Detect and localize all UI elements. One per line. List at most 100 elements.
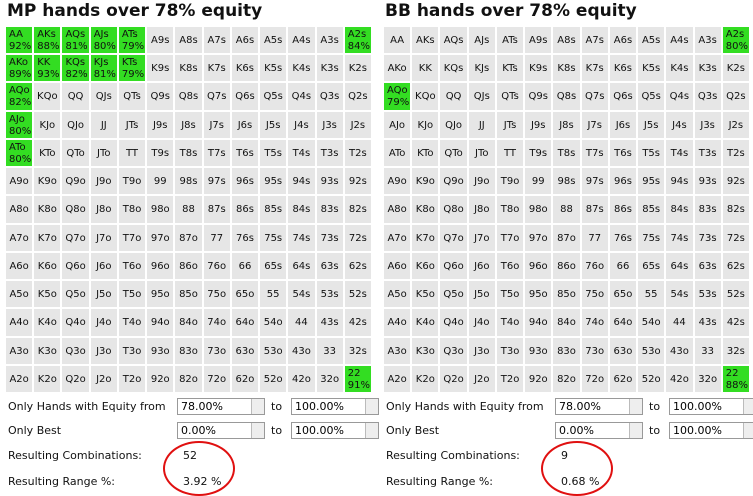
hand-cell[interactable]: A3s xyxy=(693,26,722,55)
hand-cell[interactable]: KK 93% xyxy=(33,54,62,83)
hand-cell[interactable]: 62s xyxy=(343,251,372,281)
hand-cell[interactable]: Q9o xyxy=(439,167,468,196)
hand-cell[interactable]: Q7o xyxy=(439,223,468,252)
hand-cell[interactable]: A7s xyxy=(202,26,231,55)
hand-cell[interactable]: 66 xyxy=(230,251,260,281)
hand-cell[interactable]: T7o xyxy=(117,223,147,252)
hand-cell[interactable]: J7o xyxy=(89,223,118,252)
hand-cell[interactable]: A6o xyxy=(383,251,412,281)
hand-cell[interactable]: K4s xyxy=(287,54,316,83)
hand-cell[interactable]: K7o xyxy=(411,223,440,252)
hand-cell[interactable]: 84s xyxy=(665,195,694,224)
hand-cell[interactable]: 83s xyxy=(693,195,722,224)
hand-cell[interactable]: 94s xyxy=(665,167,694,196)
hand-cell[interactable]: Q8o xyxy=(439,195,468,224)
hand-cell[interactable]: 75s xyxy=(637,223,666,252)
hand-cell[interactable]: T2o xyxy=(495,364,525,393)
hand-cell[interactable]: QQ xyxy=(61,82,90,111)
hand-cell[interactable]: 86s xyxy=(608,195,638,224)
hand-cell[interactable]: T6o xyxy=(117,251,147,281)
hand-cell[interactable]: J3o xyxy=(89,336,118,365)
hand-cell[interactable]: 82o xyxy=(552,364,581,393)
hand-cell[interactable]: 65s xyxy=(637,251,666,281)
hand-cell[interactable]: 93o xyxy=(146,336,175,365)
hand-cell[interactable]: K9o xyxy=(411,167,440,196)
hand-cell[interactable]: AJs xyxy=(467,26,496,55)
hand-cell[interactable]: 82s xyxy=(721,195,750,224)
text-input[interactable]: 100.00% xyxy=(291,398,379,415)
hand-cell[interactable]: J6o xyxy=(89,251,118,281)
hand-cell[interactable]: Q6o xyxy=(439,251,468,281)
hand-cell[interactable]: 33 xyxy=(315,336,344,365)
hand-cell[interactable]: 82s xyxy=(343,195,372,224)
hand-cell[interactable]: K8o xyxy=(33,195,62,224)
hand-cell[interactable]: 42o xyxy=(287,364,316,393)
hand-cell[interactable]: T7s xyxy=(580,138,609,168)
hand-cell[interactable]: A4o xyxy=(383,308,412,337)
hand-cell[interactable]: Q4o xyxy=(61,308,90,337)
hand-cell[interactable]: K5s xyxy=(259,54,288,83)
hand-cell[interactable]: 92s xyxy=(343,167,372,196)
hand-cell[interactable]: J3s xyxy=(693,110,722,139)
hand-cell[interactable]: 75o xyxy=(580,280,609,309)
hand-cell[interactable]: 42o xyxy=(665,364,694,393)
hand-cell[interactable]: 95s xyxy=(637,167,666,196)
hand-cell[interactable]: J7s xyxy=(580,110,609,139)
hand-cell[interactable]: 54o xyxy=(259,308,288,337)
hand-cell[interactable]: 43s xyxy=(315,308,344,337)
hand-cell[interactable]: 73s xyxy=(693,223,722,252)
hand-cell[interactable]: 53o xyxy=(637,336,666,365)
hand-cell[interactable]: A5s xyxy=(259,26,288,55)
hand-cell[interactable]: A9s xyxy=(524,26,553,55)
hand-cell[interactable]: J8o xyxy=(89,195,118,224)
hand-cell[interactable]: 95o xyxy=(524,280,553,309)
text-input[interactable]: 78.00% xyxy=(555,398,643,415)
hand-cell[interactable]: Q4s xyxy=(287,82,316,111)
hand-cell[interactable]: K2o xyxy=(411,364,440,393)
hand-cell[interactable]: 42s xyxy=(721,308,750,337)
hand-cell[interactable]: A2s 84% xyxy=(343,26,372,55)
hand-cell[interactable]: 76o xyxy=(580,251,609,281)
hand-cell[interactable]: K7o xyxy=(33,223,62,252)
hand-cell[interactable]: ATo 80% xyxy=(5,138,34,168)
hand-cell[interactable]: 42s xyxy=(343,308,372,337)
hand-cell[interactable]: 84o xyxy=(174,308,203,337)
hand-cell[interactable]: 98s xyxy=(552,167,581,196)
hand-cell[interactable]: 32o xyxy=(693,364,722,393)
hand-cell[interactable]: K2s xyxy=(721,54,750,83)
hand-cell[interactable]: Q7o xyxy=(61,223,90,252)
hand-cell[interactable]: 83o xyxy=(552,336,581,365)
hand-cell[interactable]: T9s xyxy=(146,138,175,168)
hand-cell[interactable]: T4s xyxy=(287,138,316,168)
hand-cell[interactable]: K8s xyxy=(174,54,203,83)
hand-cell[interactable]: T8s xyxy=(552,138,581,168)
hand-cell[interactable]: 76s xyxy=(608,223,638,252)
hand-cell[interactable]: T8o xyxy=(495,195,525,224)
hand-cell[interactable]: 32s xyxy=(343,336,372,365)
hand-cell[interactable]: 64o xyxy=(230,308,260,337)
hand-cell[interactable]: Q3o xyxy=(61,336,90,365)
hand-cell[interactable]: AKs 88% xyxy=(33,26,62,55)
hand-cell[interactable]: KJs xyxy=(467,54,496,83)
hand-cell[interactable]: 54o xyxy=(637,308,666,337)
hand-cell[interactable]: 72s xyxy=(721,223,750,252)
hand-cell[interactable]: 63o xyxy=(230,336,260,365)
hand-cell[interactable]: JTs xyxy=(495,110,525,139)
hand-cell[interactable]: KJo xyxy=(411,110,440,139)
hand-cell[interactable]: 74o xyxy=(580,308,609,337)
hand-cell[interactable]: A5o xyxy=(5,280,34,309)
hand-cell[interactable]: Q9s xyxy=(524,82,553,111)
hand-cell[interactable]: ATo xyxy=(383,138,412,168)
hand-cell[interactable]: KTo xyxy=(33,138,62,168)
hand-cell[interactable]: 72o xyxy=(202,364,231,393)
hand-cell[interactable]: J9o xyxy=(467,167,496,196)
hand-cell[interactable]: 62o xyxy=(608,364,638,393)
hand-cell[interactable]: Q4o xyxy=(439,308,468,337)
hand-cell[interactable]: ATs 79% xyxy=(117,26,147,55)
hand-cell[interactable]: T5s xyxy=(637,138,666,168)
hand-cell[interactable]: AKo xyxy=(383,54,412,83)
text-input[interactable]: 100.00% xyxy=(291,422,379,439)
hand-cell[interactable]: ATs xyxy=(495,26,525,55)
hand-cell[interactable]: 63s xyxy=(693,251,722,281)
hand-cell[interactable]: 66 xyxy=(608,251,638,281)
